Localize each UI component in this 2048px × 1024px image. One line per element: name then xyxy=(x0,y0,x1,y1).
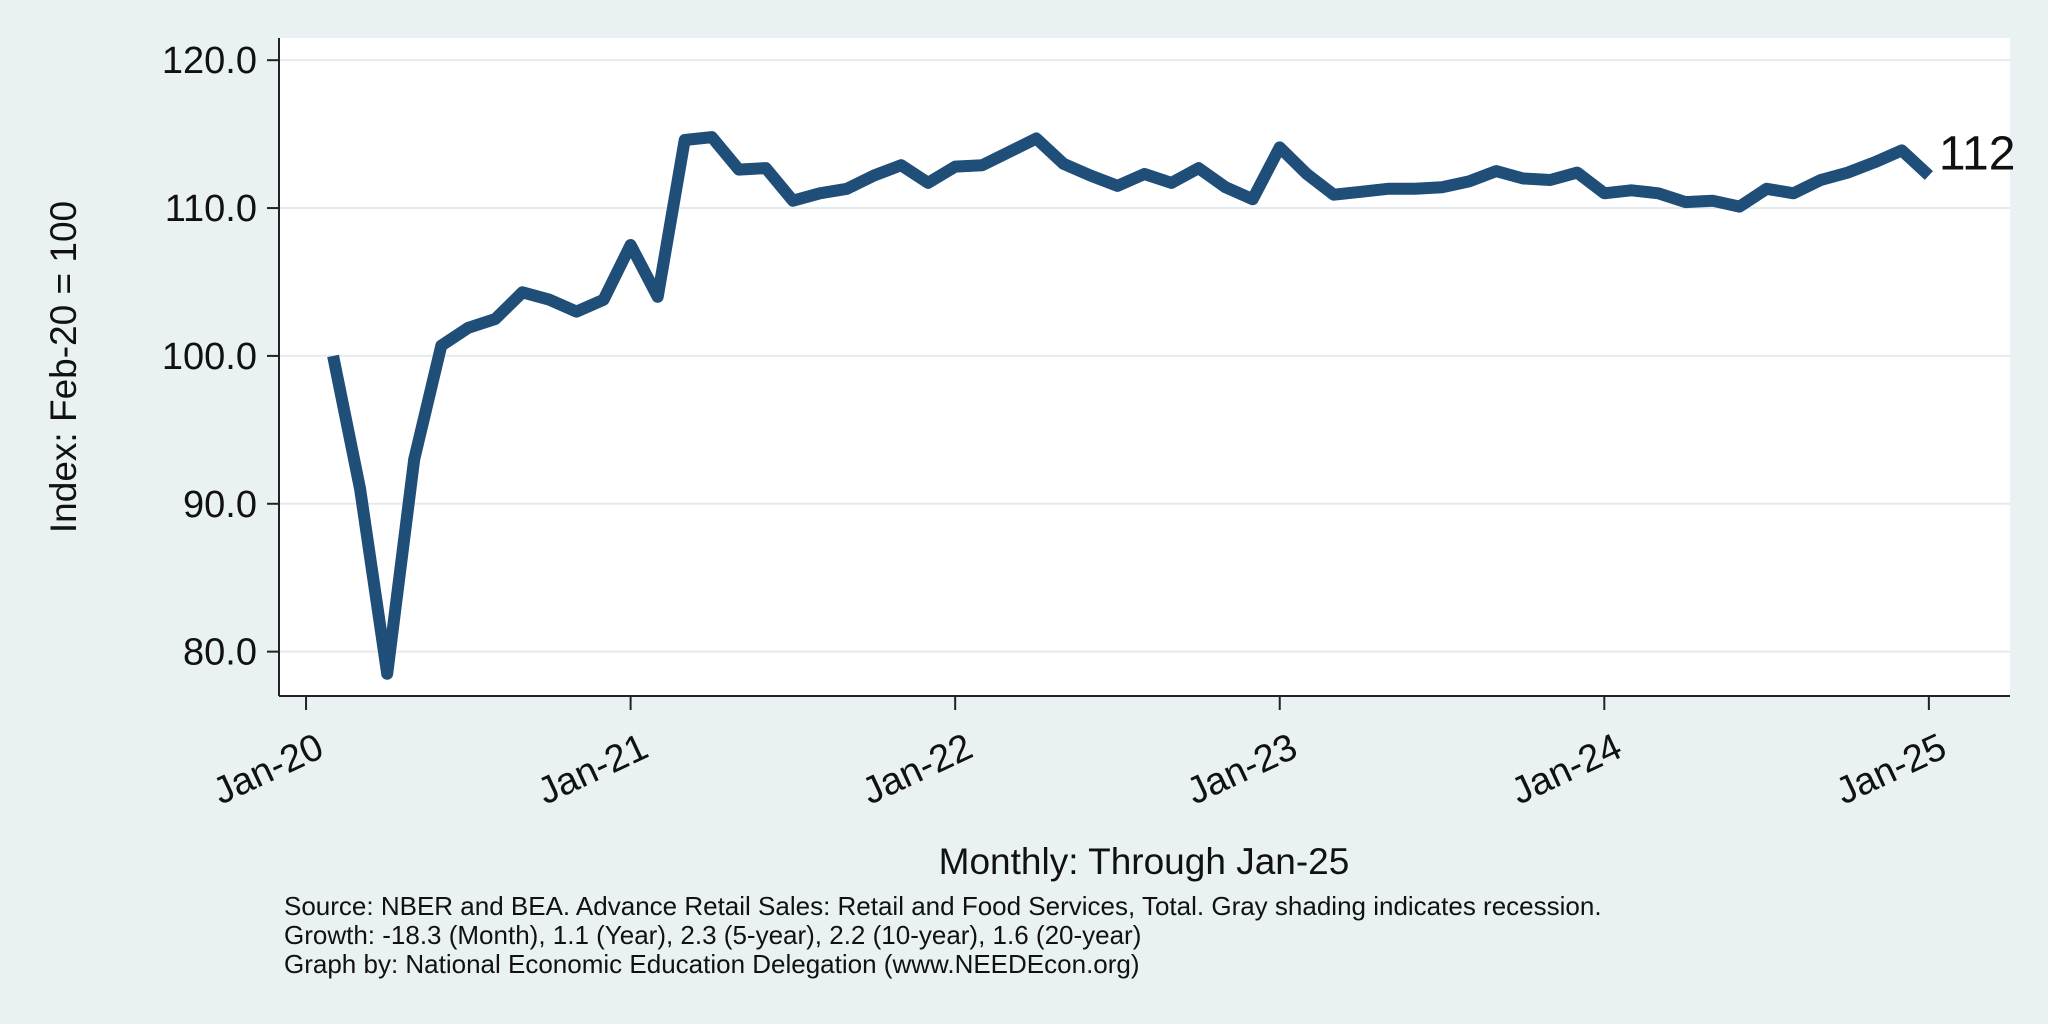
x-tick-label: Jan-23 xyxy=(1181,726,1304,813)
y-tick-label: 100.0 xyxy=(162,336,257,378)
axes xyxy=(267,38,2010,710)
x-tick-label: Jan-25 xyxy=(1830,726,1953,813)
chart-notes: Source: NBER and BEA. Advance Retail Sal… xyxy=(284,892,1602,979)
y-tick-label: 120.0 xyxy=(162,40,257,82)
y-tick-label: 80.0 xyxy=(183,632,257,674)
end-value-label: 112 xyxy=(1939,128,2016,181)
y-tick-label: 90.0 xyxy=(183,484,257,526)
y-axis-title: Index: Feb-20 = 100 xyxy=(43,201,84,533)
source-note: Source: NBER and BEA. Advance Retail Sal… xyxy=(284,891,1602,921)
x-tick-label: Jan-21 xyxy=(531,726,654,813)
x-tick-label: Jan-22 xyxy=(856,726,979,813)
x-tick-label: Jan-24 xyxy=(1505,726,1628,813)
x-axis-title: Monthly: Through Jan-25 xyxy=(939,841,1350,882)
series-line xyxy=(327,131,1933,680)
graph-by-note: Graph by: National Economic Education De… xyxy=(284,949,1140,979)
series-layer xyxy=(327,131,1933,680)
y-tick-label: 110.0 xyxy=(165,188,257,230)
growth-note: Growth: -18.3 (Month), 1.1 (Year), 2.3 (… xyxy=(284,920,1142,950)
plot-area xyxy=(279,38,2010,696)
x-tick-label: Jan-20 xyxy=(207,726,330,813)
